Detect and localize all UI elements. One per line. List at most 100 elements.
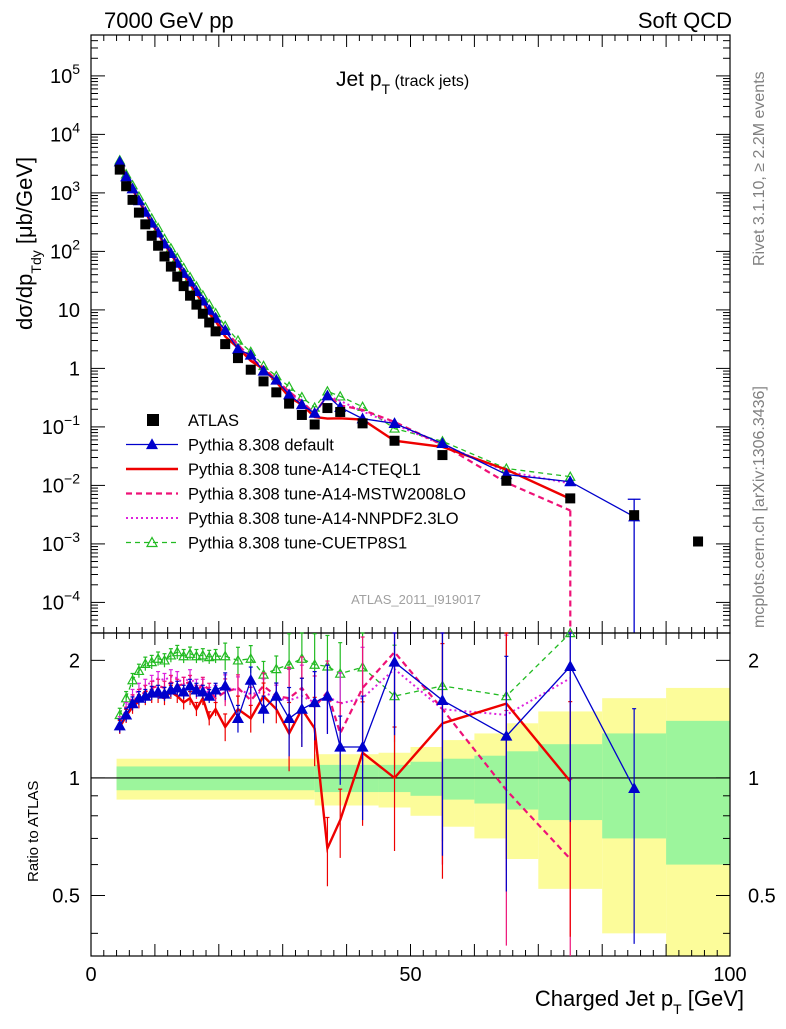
- atlas-data-point: [210, 326, 221, 337]
- ratio-cuetp8s1-marker: [152, 652, 164, 663]
- ratio-cuetp8s1-marker: [139, 658, 151, 668]
- ratio-cuetp8s1-marker: [158, 654, 171, 665]
- legend-entry: Pythia 8.308 tune-A14-NNPDF2.3LO: [126, 510, 459, 528]
- ratio-cuetp8s1-marker: [127, 674, 139, 685]
- atlas-data-point: [693, 536, 704, 547]
- x-tick-label: 50: [399, 964, 421, 986]
- y-tick-label: 10−1: [42, 412, 80, 439]
- main-y-axis-label: dσ/dpTdy [μb/GeV]: [12, 157, 44, 330]
- ratio-default-marker: [203, 689, 216, 701]
- ratio-cuetp8s1-marker: [120, 692, 132, 703]
- header-right: Soft QCD: [638, 8, 732, 33]
- ratio-y-tick-label-right: 1: [748, 768, 759, 790]
- x-tick-label: 100: [713, 964, 746, 986]
- ratio-cuetp8s1-marker: [171, 646, 183, 657]
- ratio-default-marker: [244, 673, 257, 685]
- atlas-data-point: [357, 418, 368, 429]
- ratio-default-marker: [196, 685, 209, 697]
- atlas-data-point: [172, 271, 183, 282]
- default-marker: [257, 364, 270, 376]
- ratio-default-marker: [231, 712, 244, 724]
- ratio-cuetp8s1-marker: [219, 650, 231, 661]
- atlas-data-point: [232, 353, 243, 364]
- ratio-cuetp8s1-marker: [184, 647, 196, 658]
- legend-label: Pythia 8.308 tune-A14-MSTW2008LO: [188, 486, 466, 504]
- ratio-default-marker: [177, 685, 190, 697]
- ratio-default-marker: [270, 689, 283, 701]
- ratio-y-tick-label-right: 0.5: [748, 886, 776, 908]
- atlas-data-point: [335, 406, 346, 417]
- atlas-data-point: [185, 290, 196, 301]
- default-marker: [564, 475, 577, 487]
- ratio-cuetp8s1-marker: [309, 658, 321, 669]
- ratio-cuetp8s1-marker: [190, 650, 202, 661]
- atlas-data-point: [146, 230, 157, 241]
- legend: ATLAS Pythia 8.308 default Pythia 8.308 tu…: [126, 412, 466, 553]
- ratio-default-marker: [283, 712, 296, 724]
- ratio-default-marker: [120, 708, 133, 720]
- ratio-cuetp8s1-marker: [210, 650, 222, 661]
- stat-band: [506, 751, 539, 810]
- y-tick-label: 10−3: [42, 529, 80, 556]
- atlas-data-point: [204, 317, 215, 328]
- legend-entry: Pythia 8.308 tune-CUETP8S1: [126, 535, 407, 553]
- y-tick-label: 1: [69, 358, 80, 380]
- y-tick-label: 10−4: [42, 587, 80, 614]
- legend-marker: [145, 438, 159, 450]
- default-marker: [219, 324, 232, 335]
- analysis-id: ATLAS_2011_I919017: [351, 592, 481, 607]
- ratio-cuetp8s1-marker: [270, 663, 282, 674]
- y-tick-label: 105: [50, 61, 80, 88]
- legend-entry: ATLAS: [147, 412, 239, 430]
- ratio-default-marker: [388, 655, 401, 667]
- plot-title: Jet pT (track jets): [336, 68, 469, 97]
- atlas-data-point: [133, 207, 144, 218]
- mstw-curve: [118, 161, 571, 512]
- atlas-data-point: [178, 281, 189, 292]
- legend-label: Pythia 8.308 tune-A14-CTEQL1: [188, 461, 421, 479]
- ratio-default-marker: [356, 740, 369, 752]
- legend-entry: Pythia 8.308 tune-A14-MSTW2008LO: [126, 486, 466, 504]
- legend-label: Pythia 8.308 tune-CUETP8S1: [188, 535, 407, 553]
- ratio-y-tick-label: 0.5: [52, 886, 80, 908]
- legend-label: Pythia 8.308 tune-A14-NNPDF2.3LO: [188, 510, 459, 528]
- atlas-data-point: [197, 308, 208, 319]
- ratio-default-marker: [113, 719, 126, 731]
- default-marker: [308, 406, 321, 418]
- atlas-data-point: [220, 339, 231, 350]
- legend-marker: [145, 536, 159, 548]
- default-marker: [270, 373, 283, 385]
- ratio-default-marker: [190, 683, 203, 695]
- atlas-data-point: [114, 164, 125, 175]
- ratio-default-marker: [209, 683, 222, 695]
- y-tick-label: 103: [50, 178, 80, 205]
- y-tick-label: 102: [50, 236, 80, 263]
- atlas-data-point: [284, 398, 295, 409]
- mcplots-label: mcplots.cern.ch [arXiv:1306.3436]: [751, 386, 768, 628]
- ratio-default-marker: [308, 696, 321, 708]
- ratio-y-tick-label-right: 2: [748, 650, 759, 672]
- y-tick-label: 10−2: [42, 470, 80, 497]
- atlas-data-point: [258, 376, 269, 387]
- default-marker: [244, 348, 257, 360]
- atlas-data-point: [437, 450, 448, 461]
- default-marker: [120, 170, 133, 182]
- atlas-data-point: [389, 435, 400, 446]
- default-marker: [436, 437, 449, 449]
- x-axis-label: Charged Jet pT [GeV]: [535, 986, 744, 1017]
- y-tick-label: 10: [58, 300, 80, 322]
- ratio-default-marker: [257, 702, 270, 714]
- ratio-default-marker: [219, 679, 232, 691]
- atlas-data-point: [191, 299, 202, 310]
- atlas-data-point: [159, 251, 170, 262]
- atlas-data-point: [271, 387, 282, 398]
- ratio-default-marker: [500, 729, 513, 741]
- atlas-data-point: [309, 419, 320, 430]
- ratio-default-marker: [628, 782, 641, 794]
- rivet-version-label: Rivet 3.1.10, ≥ 2.2M events: [751, 71, 768, 266]
- ratio-cuetp8s1-marker: [203, 651, 215, 662]
- legend-label: ATLAS: [188, 412, 239, 430]
- atlas-data-point: [165, 261, 176, 272]
